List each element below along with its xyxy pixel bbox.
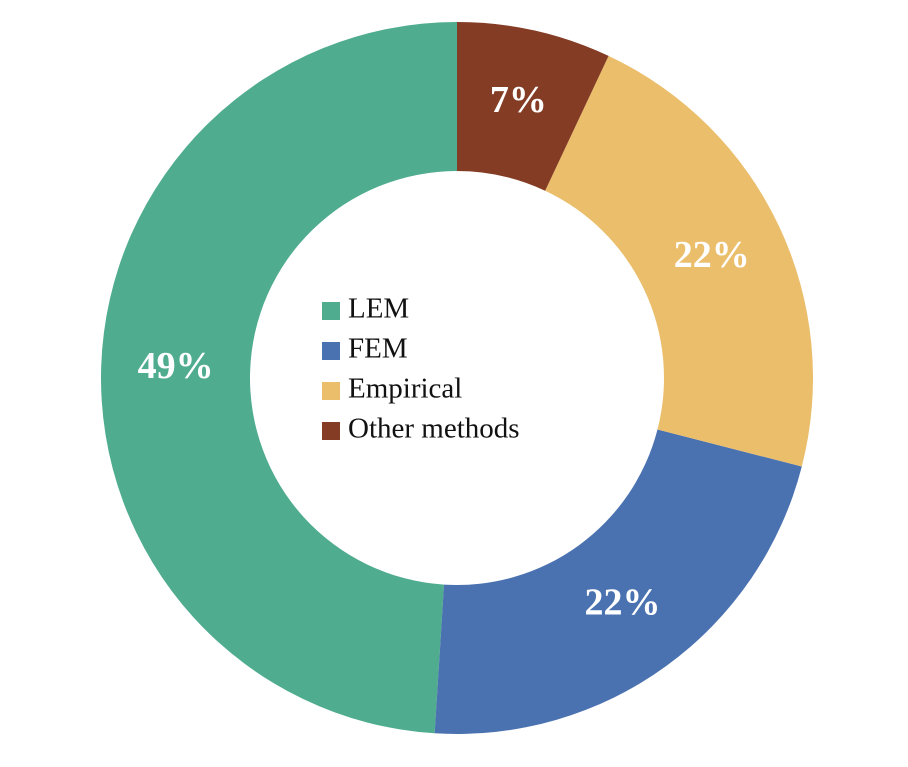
legend-label: Other methods <box>348 413 520 445</box>
legend-swatch <box>322 342 340 360</box>
data-label: 49% <box>138 345 214 387</box>
legend-swatch <box>322 422 340 440</box>
legend-label: Empirical <box>348 373 462 405</box>
data-label: 22% <box>674 234 750 276</box>
legend-label: LEM <box>348 293 409 325</box>
legend-swatch <box>322 382 340 400</box>
donut-segment <box>434 429 802 734</box>
donut-segment <box>457 21 609 191</box>
donut-segment <box>545 55 813 467</box>
donut-segment <box>101 22 458 734</box>
legend-swatch <box>322 302 340 320</box>
legend-label: FEM <box>348 333 408 365</box>
data-label: 7% <box>490 79 547 121</box>
data-label: 22% <box>584 581 660 623</box>
